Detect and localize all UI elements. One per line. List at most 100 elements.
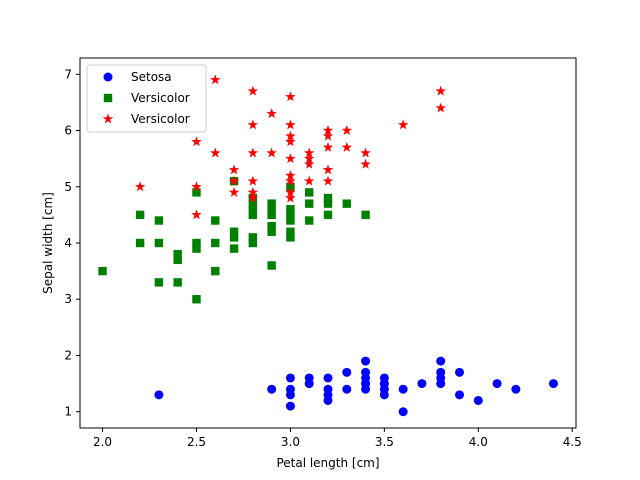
- data-point: [247, 85, 259, 96]
- data-point: [248, 233, 258, 242]
- data-point: [267, 199, 276, 208]
- data-point: [135, 238, 145, 248]
- data-point: [323, 193, 333, 203]
- data-point: [286, 227, 295, 236]
- x-tick-label: 4.5: [563, 435, 582, 449]
- y-tick-label: 5: [64, 180, 72, 194]
- data-point: [247, 175, 259, 186]
- data-point: [322, 141, 334, 152]
- data-point: [135, 210, 145, 220]
- data-point: [192, 244, 201, 253]
- data-point: [285, 91, 296, 102]
- x-tick-label: 2.0: [93, 435, 112, 449]
- data-point: [267, 210, 276, 220]
- data-point: [154, 390, 164, 400]
- x-axis-label: Petal length [cm]: [276, 456, 379, 470]
- data-point: [303, 175, 315, 186]
- data-point: [267, 221, 276, 231]
- data-point: [228, 164, 240, 175]
- data-point: [173, 250, 182, 259]
- y-tick-label: 7: [64, 67, 72, 81]
- data-point: [341, 141, 353, 152]
- data-point: [229, 244, 239, 253]
- legend: Setosa Versicolor Versicolor: [86, 64, 207, 133]
- data-point: [323, 199, 333, 208]
- data-point: [322, 130, 334, 141]
- data-point: [285, 170, 296, 180]
- data-point: [210, 147, 221, 158]
- data-point: [247, 192, 259, 203]
- data-point: [305, 216, 314, 225]
- data-point: [229, 227, 239, 236]
- data-point: [248, 210, 258, 220]
- data-point: [473, 395, 483, 405]
- data-point: [360, 147, 371, 158]
- y-tick-label: 3: [64, 292, 72, 306]
- data-point: [455, 367, 465, 377]
- data-point: [248, 205, 258, 214]
- data-point: [248, 199, 258, 208]
- data-point: [303, 158, 315, 169]
- data-point: [436, 356, 446, 366]
- x-tick-label: 3.5: [375, 435, 394, 449]
- data-point: [322, 164, 334, 175]
- data-point: [267, 205, 276, 214]
- data-point: [266, 147, 277, 158]
- legend-box: [86, 64, 207, 133]
- legend-label: Setosa: [131, 70, 172, 84]
- data-point: [228, 186, 240, 197]
- legend-marker: [102, 113, 114, 124]
- data-point: [285, 186, 296, 197]
- data-point: [191, 136, 202, 147]
- data-point: [397, 119, 409, 130]
- data-point: [247, 119, 259, 130]
- y-axis-ticks: 1 2 3 4 5 6 7: [64, 67, 80, 419]
- data-point: [286, 205, 295, 214]
- data-point: [266, 108, 277, 119]
- data-point: [173, 255, 182, 265]
- data-point: [341, 125, 353, 135]
- data-point: [210, 74, 221, 85]
- data-point: [455, 390, 465, 400]
- data-point: [191, 181, 202, 192]
- legend-marker: [103, 72, 113, 82]
- y-axis-label: Sepal width [cm]: [41, 192, 55, 294]
- x-tick-label: 2.5: [187, 435, 206, 449]
- data-point: [154, 238, 164, 248]
- data-point: [342, 199, 351, 208]
- x-tick-label: 4.0: [469, 435, 488, 449]
- data-point: [398, 384, 408, 394]
- data-point: [247, 186, 259, 197]
- data-point: [285, 136, 296, 147]
- y-tick-label: 6: [64, 124, 72, 138]
- data-point: [286, 216, 295, 225]
- data-point: [435, 102, 446, 113]
- y-tick-label: 2: [64, 348, 72, 362]
- data-point: [435, 85, 446, 96]
- data-point: [548, 379, 558, 389]
- data-point: [323, 395, 333, 405]
- data-point: [360, 158, 371, 169]
- data-point: [492, 379, 502, 389]
- data-point: [286, 233, 295, 242]
- data-point: [248, 238, 258, 248]
- data-point: [286, 210, 295, 220]
- data-point: [192, 238, 201, 248]
- data-point: [191, 209, 202, 220]
- y-tick-label: 4: [64, 236, 72, 250]
- data-point: [285, 373, 295, 383]
- data-point: [173, 278, 182, 287]
- data-point: [267, 227, 276, 236]
- data-point: [511, 384, 521, 394]
- data-point: [361, 384, 371, 394]
- data-point: [379, 390, 389, 400]
- data-point: [361, 210, 370, 220]
- data-point: [211, 266, 220, 276]
- data-point: [192, 295, 201, 304]
- data-point: [267, 261, 276, 270]
- data-point: [98, 266, 107, 276]
- data-point: [285, 153, 296, 164]
- data-point: [303, 153, 315, 164]
- data-point: [134, 181, 146, 192]
